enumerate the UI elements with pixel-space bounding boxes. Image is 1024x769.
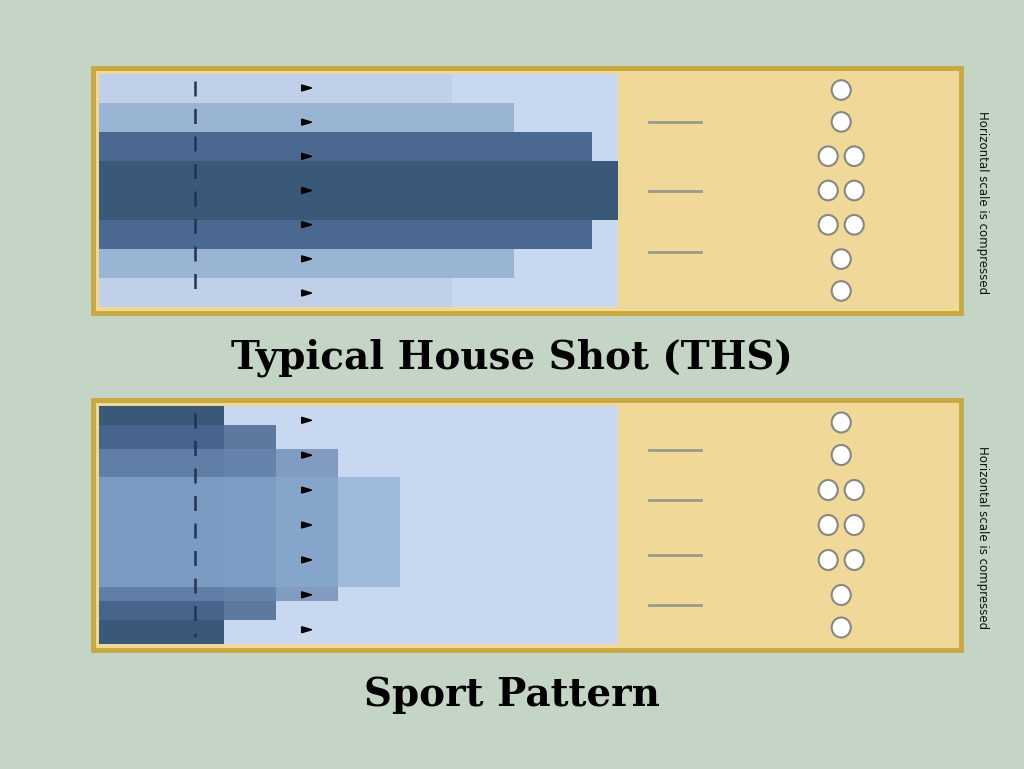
Ellipse shape [845,550,864,570]
Ellipse shape [831,281,851,301]
Text: Horizontal scale is compressed: Horizontal scale is compressed [977,446,989,629]
Bar [99,406,618,644]
Polygon shape [302,85,311,91]
Bar [99,191,618,220]
Bar [99,220,592,248]
Ellipse shape [818,480,838,500]
Ellipse shape [818,215,838,235]
Bar [99,406,223,644]
Ellipse shape [831,112,851,131]
Bar [99,74,452,103]
Ellipse shape [845,515,864,535]
Bar [99,478,400,587]
Polygon shape [302,418,311,423]
Bar [99,425,275,621]
Bar [99,74,618,307]
Polygon shape [302,592,311,598]
Text: Horizontal scale is compressed: Horizontal scale is compressed [977,112,989,295]
Ellipse shape [818,146,838,166]
Ellipse shape [818,515,838,535]
FancyBboxPatch shape [93,400,961,650]
Ellipse shape [831,585,851,605]
Polygon shape [302,290,311,296]
Ellipse shape [845,146,864,166]
Bar [99,449,338,601]
Ellipse shape [831,445,851,465]
Polygon shape [302,627,311,633]
Polygon shape [302,188,311,194]
Bar [99,161,618,191]
Ellipse shape [845,480,864,500]
Polygon shape [302,119,311,125]
FancyBboxPatch shape [93,68,961,313]
Ellipse shape [831,412,851,432]
Polygon shape [302,557,311,563]
Bar [99,278,452,307]
Ellipse shape [845,215,864,235]
Text: Typical House Shot (THS): Typical House Shot (THS) [231,339,793,378]
Polygon shape [302,256,311,262]
Ellipse shape [818,550,838,570]
Bar [99,132,592,161]
Ellipse shape [831,618,851,638]
Polygon shape [302,522,311,528]
Polygon shape [302,452,311,458]
Ellipse shape [831,249,851,269]
Polygon shape [302,487,311,493]
Polygon shape [302,153,311,159]
Ellipse shape [818,181,838,200]
Ellipse shape [845,181,864,200]
Bar [99,248,514,278]
Polygon shape [302,221,311,228]
Text: Sport Pattern: Sport Pattern [365,676,659,714]
Ellipse shape [831,80,851,100]
Bar [99,103,514,132]
